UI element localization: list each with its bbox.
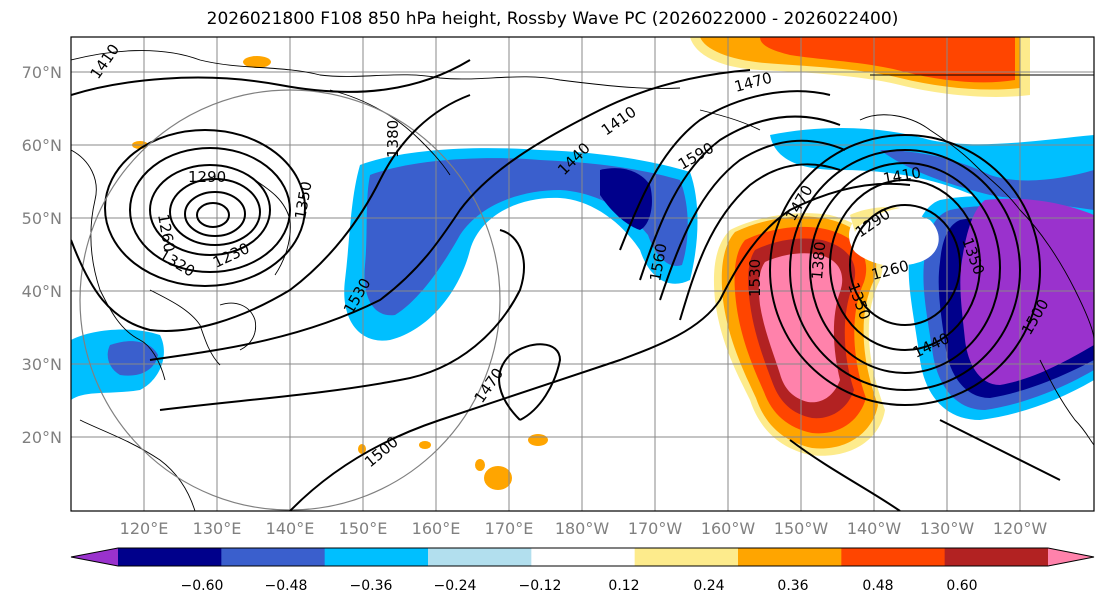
colorbar-tick: 0.36 bbox=[777, 578, 808, 594]
colorbar-swatch bbox=[428, 548, 532, 566]
lon-label: 140°E bbox=[266, 519, 315, 538]
lon-label: 180°W bbox=[555, 519, 610, 538]
lat-label: 70°N bbox=[22, 63, 62, 82]
svg-text:1380: 1380 bbox=[384, 120, 402, 158]
latitude-labels: 70°N 60°N 50°N 40°N 30°N 20°N bbox=[22, 63, 62, 447]
negative-anomaly-core-2 bbox=[600, 168, 652, 230]
lon-label: 170°E bbox=[485, 519, 534, 538]
lon-label: 150°W bbox=[774, 519, 829, 538]
lon-label: 160°E bbox=[412, 519, 461, 538]
colorbar-tick: −0.36 bbox=[350, 578, 393, 594]
lat-label: 60°N bbox=[22, 136, 62, 155]
lon-label: 150°E bbox=[339, 519, 388, 538]
colorbar bbox=[70, 547, 1095, 567]
colorbar-swatch bbox=[944, 548, 1049, 566]
colorbar-extend-max bbox=[1048, 548, 1094, 566]
colorbar-swatch bbox=[738, 548, 842, 566]
map-area: 1410 1380 1290 1260 1320 1230 1350 1530 … bbox=[71, 37, 1094, 511]
colorbar-extend-min bbox=[71, 548, 118, 566]
svg-text:1380: 1380 bbox=[808, 241, 829, 281]
lat-label: 20°N bbox=[22, 428, 62, 447]
lon-label: 120°E bbox=[120, 519, 169, 538]
colorbar-tick: −0.12 bbox=[519, 578, 562, 594]
map-title: 2026021800 F108 850 hPa height, Rossby W… bbox=[206, 9, 899, 29]
colorbar-tick: −0.60 bbox=[181, 578, 224, 594]
colorbar-swatch bbox=[531, 548, 636, 566]
longitude-labels: 120°E 130°E 140°E 150°E 160°E 170°E 180°… bbox=[120, 519, 1048, 538]
map-frame bbox=[70, 36, 1095, 512]
lat-label: 50°N bbox=[22, 209, 62, 228]
lon-label: 140°W bbox=[847, 519, 902, 538]
lon-label: 160°W bbox=[701, 519, 756, 538]
colorbar-tick: −0.24 bbox=[434, 578, 477, 594]
lon-label: 120°W bbox=[993, 519, 1048, 538]
lat-label: 40°N bbox=[22, 282, 62, 301]
svg-text:1290: 1290 bbox=[188, 168, 226, 186]
lon-label: 130°E bbox=[193, 519, 242, 538]
colorbar-swatch bbox=[118, 548, 222, 566]
svg-text:1530: 1530 bbox=[746, 259, 764, 297]
coastlines bbox=[71, 50, 1094, 511]
anomaly-shading bbox=[71, 37, 1094, 490]
colorbar-swatch bbox=[324, 548, 429, 566]
lon-label: 130°W bbox=[920, 519, 975, 538]
colorbar-tick: −0.48 bbox=[265, 578, 308, 594]
colorbar-tick-labels: −0.60 −0.48 −0.36 −0.24 −0.12 0.12 0.24 … bbox=[181, 578, 978, 594]
colorbar-tick: 0.48 bbox=[862, 578, 893, 594]
colorbar-tick: 0.12 bbox=[608, 578, 639, 594]
colorbar-outline bbox=[70, 547, 1095, 567]
colorbar-swatch bbox=[634, 548, 739, 566]
colorbar-swatch bbox=[221, 548, 326, 566]
negative-anomaly-min bbox=[960, 198, 1094, 385]
colorbar-tick: 0.24 bbox=[693, 578, 724, 594]
lon-label: 170°W bbox=[628, 519, 683, 538]
height-contours bbox=[71, 59, 1061, 511]
colorbar-swatch bbox=[841, 548, 946, 566]
lat-label: 30°N bbox=[22, 355, 62, 374]
colorbar-tick: 0.60 bbox=[946, 578, 977, 594]
